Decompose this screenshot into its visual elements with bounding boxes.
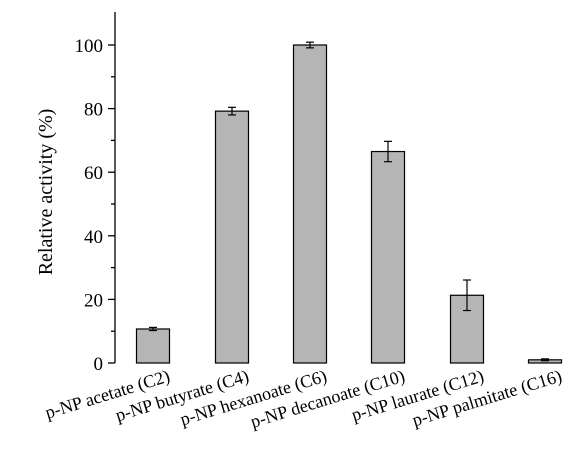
bars (135, 44, 563, 364)
y-tick-label: 0 (94, 354, 104, 375)
bar-1 (135, 328, 171, 364)
bar-3 (292, 44, 328, 364)
y-tick-label: 100 (75, 36, 104, 57)
y-axis-ticks: 0 20 40 60 80 100 (75, 36, 115, 375)
y-tick-label: 20 (84, 290, 103, 311)
category-labels: p-NP acetate (C2)p-NP butyrate (C4)p-NP … (43, 366, 565, 433)
y-tick-label: 40 (84, 227, 103, 248)
error-bars (149, 41, 549, 362)
bar-2 (214, 110, 250, 364)
y-tick-label: 60 (84, 163, 103, 184)
bar-4 (370, 150, 406, 364)
y-tick-label: 80 (84, 100, 103, 121)
y-axis-title: Relative activity (%) (35, 109, 57, 276)
